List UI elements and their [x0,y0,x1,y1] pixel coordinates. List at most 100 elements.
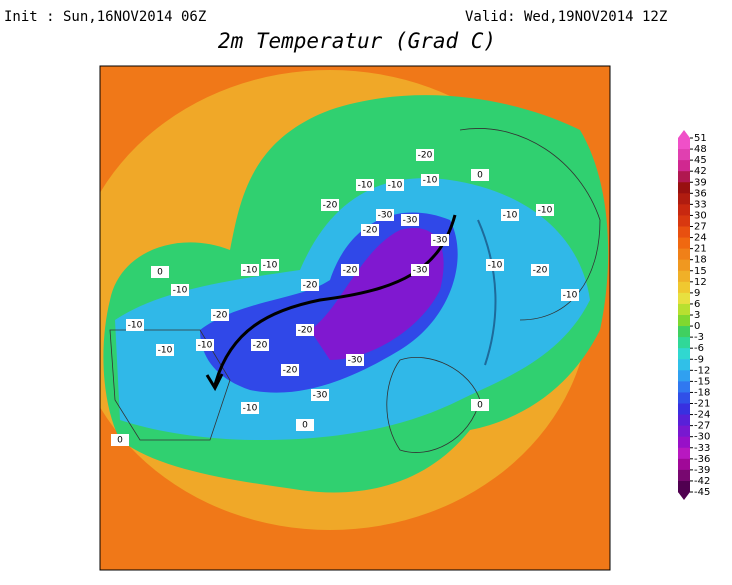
contour-label: -30 [413,266,428,276]
contour-label: -30 [433,236,448,246]
contour-label: -20 [298,326,313,336]
label-box [401,214,419,226]
label-box [416,149,434,161]
colorbar-band [678,182,690,194]
label-box [376,209,394,221]
label-box [536,204,554,216]
colorbar-label: -45 [694,487,710,498]
colorbar-band [678,160,690,172]
label-box [356,179,374,191]
colorbar-label: 33 [694,199,707,210]
colorbar-label: 24 [694,233,707,244]
colorbar-band [678,469,690,482]
colorbar-band [678,138,690,150]
contour-label: -20 [323,201,338,211]
colorbar-band [678,204,690,216]
colorbar-label: 45 [694,155,707,166]
colorbar-band [678,259,690,272]
colorbar-label: -6 [694,343,704,354]
label-box [471,169,489,181]
label-box [281,364,299,376]
colorbar-label: -15 [694,376,710,387]
label-box [261,259,279,271]
colorbar-label: -33 [694,443,710,454]
colorbar-band [678,270,690,283]
colorbar-band [678,414,690,427]
label-box [171,284,189,296]
contour-label: -20 [533,266,548,276]
colorbar-label: -24 [694,410,710,421]
colorbar-band [678,149,690,161]
contour-label: -10 [128,321,143,331]
colorbar-band [678,171,690,183]
contour-label: -10 [563,291,578,301]
contour-label: 0 [477,401,483,411]
label-box [321,199,339,211]
label-box [301,279,319,291]
colorbar-label: -21 [694,399,710,410]
contour-label: -10 [198,341,213,351]
label-box [346,354,364,366]
contour-label: -10 [243,266,258,276]
label-box [296,419,314,431]
contour-label: -10 [173,286,188,296]
contour-label: -30 [403,216,418,226]
label-box [111,434,129,446]
colorbar-label: 0 [694,321,700,332]
colorbar-label: 3 [694,310,700,321]
contour-label: -20 [253,341,268,351]
valid-time: Valid: Wed,19NOV2014 12Z [465,9,667,25]
colorbar-band [678,303,690,316]
colorbar-band [678,281,690,294]
colorbar-top-tip [678,130,690,138]
colorbar-label: -12 [694,365,710,376]
contour-label: -10 [358,181,373,191]
colorbar-band [678,403,690,416]
contour-label: -10 [423,176,438,186]
label-box [501,209,519,221]
map-frame [99,65,611,571]
contour-label: -10 [488,261,503,271]
colorbar-label: 39 [694,177,707,188]
contour-label: -30 [313,391,328,401]
colorbar-band [678,381,690,393]
colorbar-band [678,193,690,205]
colorbar-band [678,436,690,449]
label-box [411,264,429,276]
contour-label: -20 [343,266,358,276]
colorbar-label: -42 [694,476,710,487]
contour-label: -20 [303,281,318,291]
colorbar-band [678,215,690,227]
colorbar-band [678,348,690,360]
colorbar-label: 36 [694,188,707,199]
extreme-cold-zone [310,228,444,360]
label-box [156,344,174,356]
label-box [126,319,144,331]
contour-label: 0 [477,171,483,181]
colorbar-band [678,392,690,404]
contour-label: 0 [157,268,163,278]
colorbar-label: 21 [694,244,707,255]
map-title: 2m Temperatur (Grad C) [218,29,496,53]
colorbar-label: -27 [694,421,710,432]
asia-outline [459,128,601,321]
contour-label: -10 [158,346,173,356]
label-box [196,339,214,351]
init-time: Init : Sun,16NOV2014 06Z [4,9,206,25]
contour-label: 0 [302,421,308,431]
contour-label: -10 [263,261,278,271]
label-box [311,389,329,401]
colorbar-band [678,292,690,305]
label-box [251,339,269,351]
contour-label: -20 [213,311,228,321]
label-box [421,174,439,186]
label-box [431,234,449,246]
label-box [211,309,229,321]
colorbar-band [678,226,690,239]
colorbar-label: 48 [694,144,707,155]
north-america-outline [109,329,231,441]
colorbar-label: 6 [694,299,700,310]
colorbar-label: 18 [694,255,707,266]
